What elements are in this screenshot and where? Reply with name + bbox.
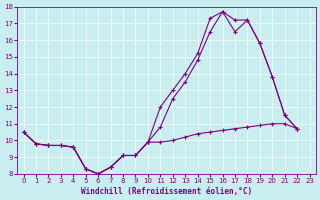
X-axis label: Windchill (Refroidissement éolien,°C): Windchill (Refroidissement éolien,°C) xyxy=(81,187,252,196)
